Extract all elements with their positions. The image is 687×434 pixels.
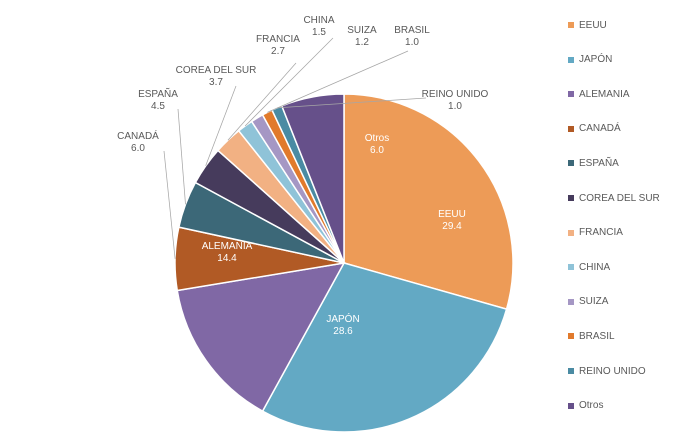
legend-label: JAPÓN: [579, 54, 613, 66]
data-label-value-japon: 28.6: [333, 326, 353, 337]
legend-item-suiza: SUIZA: [568, 295, 608, 309]
legend-swatch: [568, 333, 574, 340]
legend-item-canada: CANADÁ: [568, 122, 621, 136]
data-label-value-suiza: 1.2: [355, 37, 369, 48]
leader-line-francia: [227, 62, 297, 141]
data-label-name-otros: Otros: [365, 133, 389, 144]
legend-swatch: [568, 22, 574, 28]
legend-label: REINO UNIDO: [579, 365, 646, 377]
leader-line-reino-unido: [276, 97, 427, 109]
data-label-value-corea-del-sur: 3.7: [209, 77, 223, 88]
pie-slice-alemania: [176, 262, 346, 413]
data-label-value-otros: 6.0: [370, 145, 384, 156]
legend-item-corea-del-sur: COREA DEL SUR: [568, 191, 660, 205]
pie-slice-eeuu: [343, 93, 514, 311]
leader-line-china: [244, 37, 334, 127]
legend-label: FRANCIA: [579, 227, 623, 239]
legend-swatch: [568, 125, 574, 132]
legend-item-reino-unido: REINO UNIDO: [568, 364, 646, 378]
legend-label: EEUU: [579, 19, 607, 31]
data-label-name-brasil: BRASIL: [394, 25, 430, 36]
leader-line-brasil: [267, 50, 409, 113]
data-label-name-japon: JAPÓN: [326, 312, 359, 325]
data-label-name-canada: CANADÁ: [117, 129, 159, 142]
legend-swatch: [568, 56, 574, 63]
legend-item-otros: Otros: [568, 399, 603, 413]
legend-swatch: [568, 402, 574, 409]
data-label-name-espana: ESPAÑA: [138, 87, 178, 100]
legend-item-espana: ESPAÑA: [568, 156, 619, 170]
data-label-name-suiza: SUIZA: [347, 25, 377, 36]
legend-swatch: [568, 229, 574, 236]
legend-item-japon: JAPÓN: [568, 53, 612, 67]
leader-line-canada: [163, 150, 176, 259]
legend-label: BRASIL: [579, 330, 615, 342]
legend-item-china: CHINA: [568, 260, 610, 274]
leader-line-corea-del-sur: [205, 85, 237, 166]
legend-label: ALEMANIA: [579, 88, 630, 100]
legend-item-francia: FRANCIA: [568, 226, 623, 240]
legend-label: CANADÁ: [579, 123, 621, 135]
data-label-value-eeuu: 29.4: [442, 221, 462, 232]
legend-swatch: [568, 91, 574, 98]
data-label-name-eeuu: EEUU: [438, 209, 466, 220]
legend-label: CHINA: [579, 261, 611, 273]
legend-swatch: [568, 160, 574, 167]
leader-line-espana: [177, 108, 186, 205]
legend-item-alemania: ALEMANIA: [568, 87, 630, 101]
legend-swatch: [568, 368, 574, 374]
legend-swatch: [568, 264, 574, 271]
legend-label: SUIZA: [579, 296, 609, 308]
data-label-value-alemania: 14.4: [217, 253, 237, 264]
data-label-name-reino-unido: REINO UNIDO: [422, 89, 489, 100]
data-label-name-francia: FRANCIA: [256, 34, 300, 45]
data-label-value-canada: 6.0: [131, 143, 145, 154]
data-label-value-reino-unido: 1.0: [448, 101, 462, 112]
legend-label: COREA DEL SUR: [579, 192, 660, 204]
pie-slice-japon: [261, 262, 508, 433]
data-label-name-corea-del-sur: COREA DEL SUR: [176, 65, 257, 76]
legend-swatch: [568, 195, 574, 201]
legend-swatch: [568, 298, 574, 305]
data-label-value-francia: 2.7: [271, 46, 285, 57]
data-label-value-china: 1.5: [312, 27, 326, 38]
legend-label: ESPAÑA: [579, 157, 619, 169]
legend-item-brasil: BRASIL: [568, 329, 615, 343]
data-label-name-alemania: ALEMANIA: [202, 241, 253, 252]
legend-item-eeuu: EEUU: [568, 18, 607, 32]
data-label-name-china: CHINA: [303, 15, 334, 26]
data-label-value-brasil: 1.0: [405, 37, 419, 48]
data-label-value-espana: 4.5: [151, 101, 165, 112]
legend-label: Otros: [579, 400, 604, 412]
